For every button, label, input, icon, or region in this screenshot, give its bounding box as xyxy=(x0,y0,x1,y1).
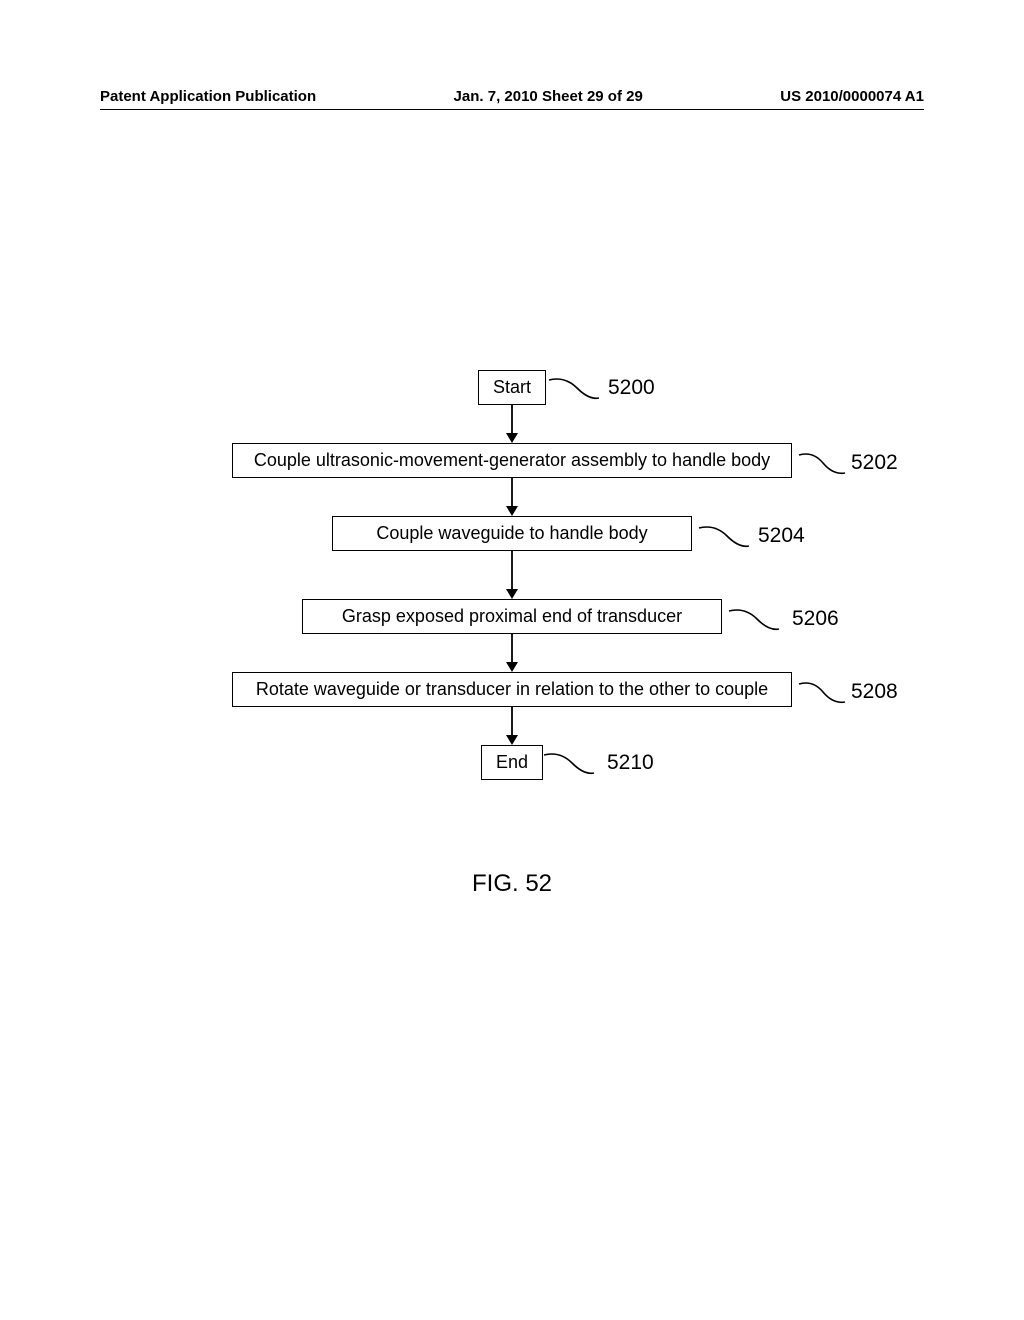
step2-box: Couple waveguide to handle body xyxy=(332,516,692,551)
flow-arrow xyxy=(0,478,1024,516)
patent-figure-page: Patent Application Publication Jan. 7, 2… xyxy=(0,0,1024,1320)
leader-line-icon xyxy=(697,522,752,550)
header-right: US 2010/0000074 A1 xyxy=(780,88,924,105)
start-box: Start xyxy=(478,370,546,405)
flow-arrow xyxy=(0,405,1024,443)
flow-arrow xyxy=(0,634,1024,672)
step4-box: Rotate waveguide or transducer in relati… xyxy=(232,672,792,707)
ref-callout-5206: 5206 xyxy=(727,605,839,633)
ref-number: 5200 xyxy=(608,376,655,400)
header-center: Jan. 7, 2010 Sheet 29 of 29 xyxy=(454,88,643,105)
leader-line-icon xyxy=(542,749,597,777)
end-box: End xyxy=(481,745,543,780)
arrow-down-icon xyxy=(502,478,522,516)
ref-number: 5208 xyxy=(851,680,898,704)
page-header: Patent Application Publication Jan. 7, 2… xyxy=(100,80,924,110)
ref-callout-5208: 5208 xyxy=(797,678,898,706)
step1-box: Couple ultrasonic-movement-generator ass… xyxy=(232,443,792,478)
arrow-down-icon xyxy=(502,707,522,745)
flow-node-end: End 5210 xyxy=(0,745,1024,780)
ref-number: 5206 xyxy=(792,607,839,631)
ref-number: 5202 xyxy=(851,451,898,475)
flow-node-step3: Grasp exposed proximal end of transducer… xyxy=(0,599,1024,634)
leader-line-icon xyxy=(797,449,847,477)
flow-node-start: Start 5200 xyxy=(0,370,1024,405)
flow-node-step4: Rotate waveguide or transducer in relati… xyxy=(0,672,1024,707)
ref-number: 5210 xyxy=(607,751,654,775)
flowchart: Start 5200 Couple ultrasonic-movement-ge… xyxy=(0,370,1024,780)
leader-line-icon xyxy=(727,605,782,633)
figure-label: FIG. 52 xyxy=(0,870,1024,898)
arrow-down-icon xyxy=(502,634,522,672)
flow-arrow xyxy=(0,551,1024,599)
ref-callout-5200: 5200 xyxy=(547,374,655,402)
arrow-down-icon xyxy=(502,551,522,599)
ref-callout-5202: 5202 xyxy=(797,449,898,477)
step3-box: Grasp exposed proximal end of transducer xyxy=(302,599,722,634)
header-left: Patent Application Publication xyxy=(100,88,316,105)
leader-line-icon xyxy=(797,678,847,706)
arrow-down-icon xyxy=(502,405,522,443)
flow-node-step2: Couple waveguide to handle body 5204 xyxy=(0,516,1024,551)
flow-node-step1: Couple ultrasonic-movement-generator ass… xyxy=(0,443,1024,478)
ref-callout-5210: 5210 xyxy=(542,749,654,777)
ref-number: 5204 xyxy=(758,524,805,548)
leader-line-icon xyxy=(547,374,602,402)
flow-arrow xyxy=(0,707,1024,745)
ref-callout-5204: 5204 xyxy=(697,522,805,550)
